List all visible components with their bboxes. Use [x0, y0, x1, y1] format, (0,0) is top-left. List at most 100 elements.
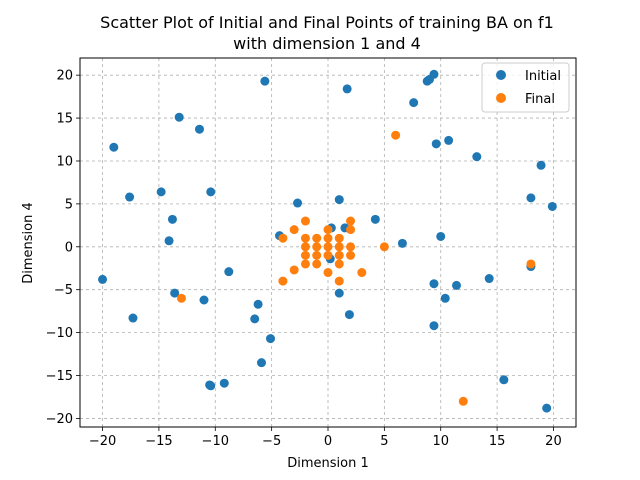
- final-point: [300, 216, 310, 226]
- initial-point: [452, 280, 462, 290]
- initial-point: [174, 112, 184, 122]
- initial-point: [342, 84, 352, 94]
- x-tick-label: −20: [89, 434, 116, 449]
- initial-point: [444, 135, 454, 145]
- legend-label-initial: Initial: [525, 69, 561, 84]
- y-tick-label: 15: [56, 112, 73, 127]
- final-point: [323, 250, 333, 260]
- initial-point: [170, 288, 180, 298]
- x-tick-label: 5: [380, 434, 388, 449]
- initial-point: [370, 214, 380, 224]
- chart-title-line-2: with dimension 1 and 4: [233, 34, 421, 53]
- final-point: [300, 233, 310, 243]
- x-axis-label: Dimension 1: [287, 456, 369, 471]
- final-point: [289, 225, 299, 235]
- x-tick-label: −15: [145, 434, 172, 449]
- initial-point: [98, 274, 108, 284]
- initial-point: [164, 236, 174, 246]
- final-point: [334, 233, 344, 243]
- y-tick-label: −10: [46, 326, 73, 341]
- initial-point: [499, 375, 509, 385]
- final-point: [312, 259, 322, 269]
- initial-point: [429, 321, 439, 331]
- initial-point: [429, 279, 439, 289]
- initial-point: [542, 403, 552, 413]
- initial-point: [156, 187, 166, 197]
- final-point: [278, 276, 288, 286]
- final-point: [278, 233, 288, 243]
- final-point: [334, 250, 344, 260]
- initial-point: [344, 310, 354, 320]
- initial-point: [440, 293, 450, 303]
- x-tick-label: −10: [202, 434, 229, 449]
- y-tick-label: 10: [56, 154, 73, 169]
- final-point: [289, 265, 299, 275]
- final-point: [334, 242, 344, 252]
- initial-point: [224, 267, 234, 277]
- legend: Initial Final: [481, 62, 570, 113]
- final-point: [346, 225, 356, 235]
- x-tick-label: 10: [432, 434, 449, 449]
- initial-point: [256, 358, 266, 368]
- initial-point: [167, 214, 177, 224]
- y-axis-label: Dimension 4: [21, 202, 36, 284]
- final-point: [379, 242, 389, 252]
- initial-point: [431, 139, 441, 149]
- x-tick-label: 15: [489, 434, 506, 449]
- final-point: [300, 250, 310, 260]
- plot-area-frame: [79, 57, 577, 428]
- initial-point: [260, 76, 270, 86]
- x-tick-label: 20: [545, 434, 562, 449]
- y-tick-label: −20: [46, 412, 73, 427]
- grid-lines: [80, 58, 576, 427]
- legend-marker-final: [496, 93, 506, 103]
- initial-point: [526, 193, 536, 203]
- final-point: [357, 268, 367, 278]
- initial-point: [199, 295, 209, 305]
- x-tick-label: −5: [262, 434, 281, 449]
- final-point: [391, 130, 401, 140]
- legend-label-final: Final: [525, 92, 555, 107]
- y-tick-label: 20: [56, 69, 73, 84]
- final-point: [334, 259, 344, 269]
- final-point: [312, 233, 322, 243]
- y-axis-ticks: −20 −15 −10 −5 0 5 10 15 20: [46, 69, 80, 427]
- initial-point: [429, 69, 439, 79]
- chart-title-line-1: Scatter Plot of Initial and Final Points…: [100, 13, 554, 32]
- initial-point: [484, 274, 494, 284]
- x-tick-label: 0: [324, 434, 332, 449]
- initial-point: [334, 195, 344, 205]
- initial-point: [219, 378, 229, 388]
- final-point: [346, 250, 356, 260]
- initial-point: [266, 334, 276, 344]
- x-axis-ticks: −20 −15 −10 −5 0 5 10 15 20: [89, 427, 562, 449]
- y-tick-label: 5: [65, 197, 73, 212]
- final-point: [323, 268, 333, 278]
- initial-point: [436, 231, 446, 241]
- final-point: [312, 250, 322, 260]
- y-tick-label: 0: [65, 240, 73, 255]
- y-tick-label: −15: [46, 369, 73, 384]
- final-point: [526, 259, 536, 269]
- final-point: [323, 225, 333, 235]
- final-point: [312, 242, 322, 252]
- initial-point: [547, 201, 557, 211]
- initial-point: [334, 288, 344, 298]
- initial-point: [536, 160, 546, 170]
- initial-point: [109, 142, 119, 152]
- final-point: [300, 242, 310, 252]
- final-point: [458, 396, 468, 406]
- final-point: [176, 293, 186, 303]
- initial-point: [125, 192, 135, 202]
- initial-point: [194, 124, 204, 134]
- initial-point: [409, 98, 419, 108]
- final-point: [300, 259, 310, 269]
- initial-point: [250, 314, 260, 324]
- initial-point: [206, 187, 216, 197]
- initial-point: [128, 313, 138, 323]
- legend-marker-initial: [496, 70, 506, 80]
- initial-point: [293, 198, 303, 208]
- final-point: [334, 276, 344, 286]
- final-point: [346, 216, 356, 226]
